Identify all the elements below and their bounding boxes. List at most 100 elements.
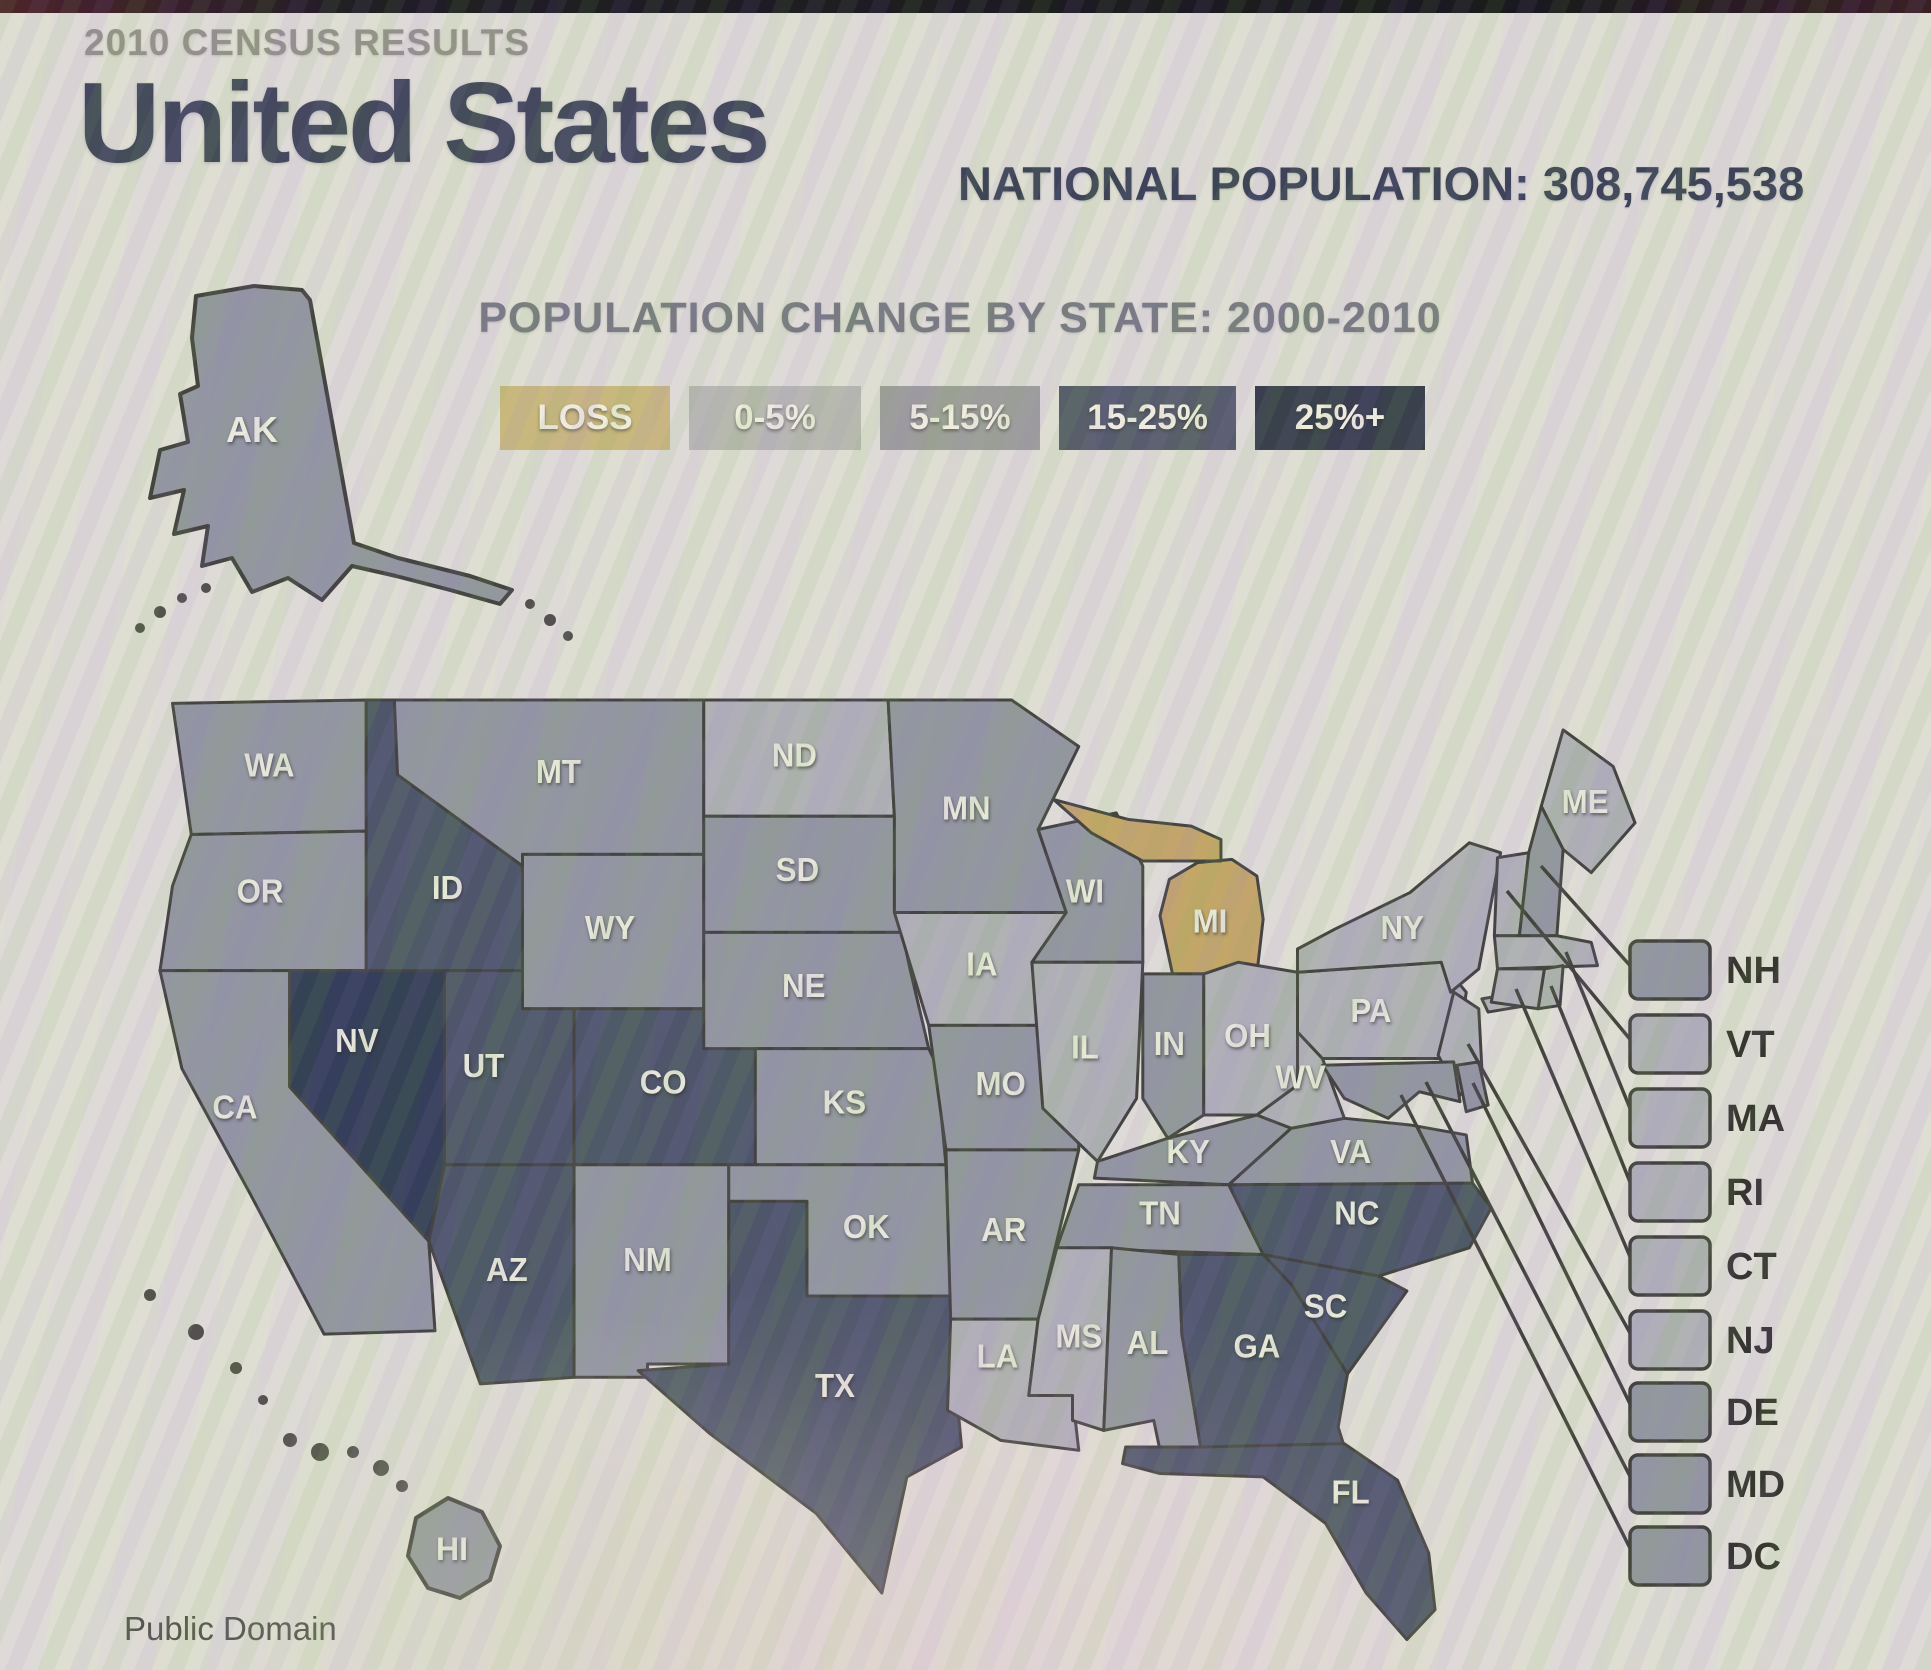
state-label-mt: MT bbox=[536, 753, 581, 790]
state-label-mi: MI bbox=[1193, 903, 1228, 940]
hi-island-dot bbox=[283, 1433, 297, 1447]
northeast-callouts: NH VT MA RI CT NJ DE MD DC bbox=[1399, 864, 1785, 1587]
callout-label-md: MD bbox=[1726, 1464, 1785, 1506]
legend-item-p5_15: 5-15% bbox=[880, 386, 1040, 450]
state-label-ok: OK bbox=[843, 1208, 890, 1245]
map-title: POPULATION CHANGE BY STATE: 2000-2010 bbox=[478, 294, 1442, 342]
state-label-wv: WV bbox=[1275, 1059, 1326, 1096]
ak-island-dot bbox=[135, 623, 145, 633]
state-label-in: IN bbox=[1154, 1025, 1185, 1062]
kicker: 2010 CENSUS RESULTS bbox=[84, 22, 530, 63]
lower-48-states: WA OR CA NV ID MT WY UT CO AZ NM ND SD NE KS OK TX MN IA MO… bbox=[160, 700, 1635, 1640]
state-label-me: ME bbox=[1562, 783, 1609, 820]
state-label-il: IL bbox=[1071, 1029, 1099, 1066]
state-label-nd: ND bbox=[772, 737, 817, 774]
callout-label-ct: CT bbox=[1726, 1246, 1777, 1288]
state-label-id: ID bbox=[432, 869, 463, 906]
legend-item-p15_25: 15-25% bbox=[1059, 386, 1236, 450]
state-label-ca: CA bbox=[212, 1088, 257, 1125]
state-label-ne: NE bbox=[782, 967, 825, 1004]
state-label-ut: UT bbox=[463, 1047, 505, 1084]
state-hi bbox=[406, 1496, 502, 1600]
state-ak bbox=[148, 284, 514, 606]
leader-line-md bbox=[1424, 1081, 1636, 1485]
state-fl bbox=[1123, 1444, 1436, 1640]
callout-label-vt: VT bbox=[1726, 1024, 1775, 1066]
state-label-sc: SC bbox=[1304, 1288, 1347, 1325]
state-label-wy: WY bbox=[585, 909, 635, 946]
state-label-az: AZ bbox=[486, 1251, 528, 1288]
callout-swatch-dc bbox=[1628, 1525, 1712, 1587]
callout-label-ma: MA bbox=[1726, 1098, 1785, 1140]
ak-island-dot bbox=[563, 631, 573, 641]
callout-swatch-md bbox=[1628, 1453, 1712, 1515]
state-md bbox=[1323, 1062, 1461, 1118]
callout-label-nh: NH bbox=[1726, 950, 1781, 992]
state-label-ny: NY bbox=[1380, 909, 1423, 946]
callout-label-nj: NJ bbox=[1726, 1320, 1775, 1362]
hi-island-dot bbox=[373, 1460, 389, 1476]
callout-swatch-ri bbox=[1628, 1161, 1712, 1223]
callout-swatch-nj bbox=[1628, 1309, 1712, 1371]
leader-line-dc bbox=[1399, 1094, 1636, 1557]
credit: Public Domain bbox=[124, 1610, 337, 1647]
alaska-hawaii-insets: AK HI bbox=[135, 284, 573, 1600]
state-label-ak: AK bbox=[226, 409, 278, 450]
callout-label-dc: DC bbox=[1726, 1536, 1781, 1578]
callout-swatch-ma bbox=[1628, 1087, 1712, 1149]
callout-swatch-de bbox=[1628, 1381, 1712, 1443]
hi-island-dot bbox=[230, 1362, 242, 1374]
hi-island-dot bbox=[311, 1443, 329, 1461]
state-label-hi: HI bbox=[436, 1531, 468, 1567]
state-ma bbox=[1494, 936, 1597, 969]
state-tx bbox=[638, 1201, 961, 1593]
ak-island-dot bbox=[544, 614, 556, 626]
photo-top-edge bbox=[0, 0, 1931, 13]
state-label-ia: IA bbox=[966, 946, 997, 983]
state-label-sd: SD bbox=[776, 851, 819, 888]
state-label-nc: NC bbox=[1334, 1195, 1379, 1232]
state-label-va: VA bbox=[1330, 1133, 1371, 1170]
callout-label-ri: RI bbox=[1726, 1172, 1764, 1214]
state-label-la: LA bbox=[977, 1337, 1019, 1374]
state-label-mn: MN bbox=[942, 790, 991, 827]
state-label-or: OR bbox=[237, 873, 284, 910]
hi-island-dot bbox=[347, 1446, 359, 1458]
state-ne bbox=[704, 932, 929, 1048]
state-mi bbox=[1054, 800, 1263, 974]
ak-island-dot bbox=[525, 599, 535, 609]
callout-swatch-nh bbox=[1628, 939, 1712, 1001]
leader-line-ct bbox=[1514, 988, 1636, 1267]
state-label-tn: TN bbox=[1139, 1195, 1181, 1232]
leader-line-ma bbox=[1564, 951, 1636, 1119]
state-label-tx: TX bbox=[815, 1367, 855, 1404]
state-label-mo: MO bbox=[975, 1065, 1025, 1102]
leader-line-nj bbox=[1466, 1043, 1636, 1341]
state-label-oh: OH bbox=[1224, 1017, 1271, 1054]
state-label-fl: FL bbox=[1332, 1474, 1370, 1511]
state-label-wa: WA bbox=[244, 746, 294, 783]
state-label-ms: MS bbox=[1055, 1318, 1102, 1355]
state-label-ky: KY bbox=[1166, 1133, 1209, 1170]
callout-swatch-ct bbox=[1628, 1235, 1712, 1297]
leader-line-ri bbox=[1549, 985, 1636, 1193]
legend-item-p0_5: 0-5% bbox=[689, 386, 861, 450]
ak-island-dot bbox=[154, 606, 166, 618]
page-title: United States bbox=[78, 60, 770, 187]
callout-label-de: DE bbox=[1726, 1392, 1779, 1434]
state-label-pa: PA bbox=[1350, 992, 1391, 1029]
hi-island-dot bbox=[144, 1289, 156, 1301]
legend: LOSS 0-5% 5-15% 15-25% 25%+ bbox=[500, 386, 1425, 450]
state-label-nv: NV bbox=[335, 1022, 379, 1059]
state-label-co: CO bbox=[640, 1064, 687, 1101]
leader-line-nh bbox=[1539, 864, 1636, 972]
legend-item-loss: LOSS bbox=[500, 386, 670, 450]
national-population: NATIONAL POPULATION: 308,745,538 bbox=[958, 157, 1805, 210]
ak-island-dot bbox=[177, 593, 187, 603]
state-label-ga: GA bbox=[1233, 1327, 1280, 1364]
state-label-wi: WI bbox=[1066, 873, 1104, 910]
hi-island-dot bbox=[188, 1324, 204, 1340]
state-az bbox=[429, 1165, 574, 1384]
